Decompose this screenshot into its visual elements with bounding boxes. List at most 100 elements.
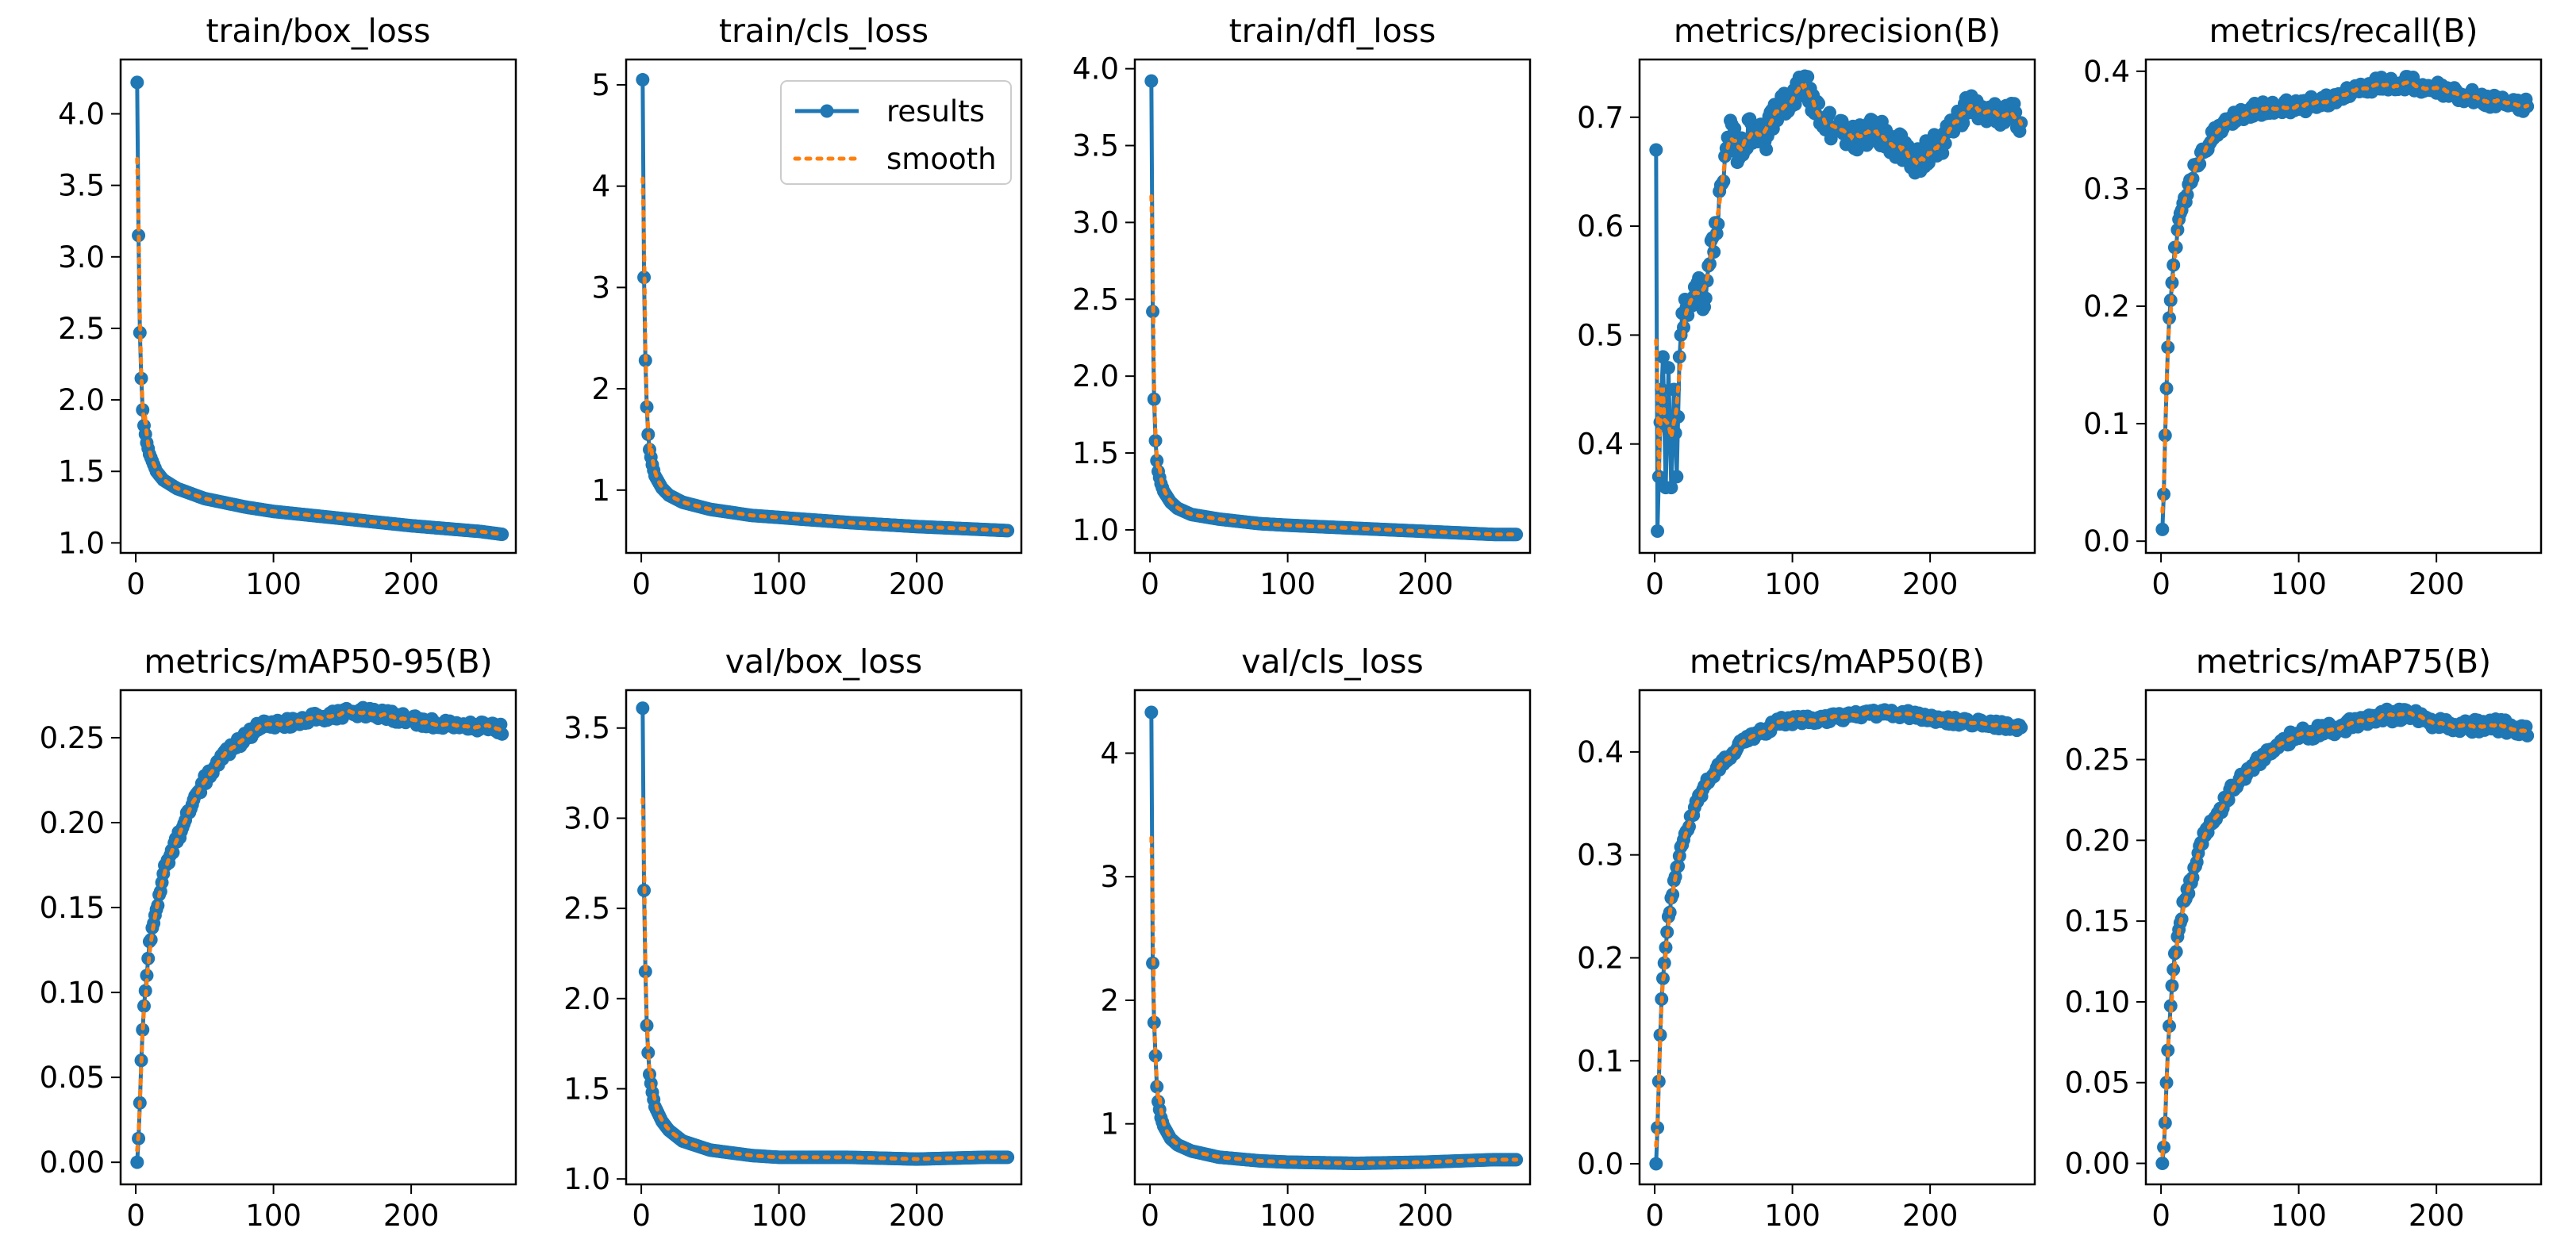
train-box-loss-xtick-label: 100 bbox=[245, 567, 302, 601]
val-box-loss-xtick-label: 0 bbox=[632, 1199, 651, 1233]
metrics-map50-b-xtick-label: 200 bbox=[1902, 1199, 1959, 1233]
val-box-loss-ytick-label: 2.0 bbox=[563, 982, 610, 1016]
metrics-recall-b-results-point bbox=[2161, 340, 2175, 355]
train-box-loss-results-point bbox=[130, 75, 144, 90]
metrics-map75-b-results-line bbox=[2160, 707, 2530, 1164]
metrics-map75-b-frame bbox=[2144, 689, 2543, 1186]
legend: results smooth bbox=[780, 80, 1012, 185]
train-box-loss-ytick-label: 4.0 bbox=[58, 98, 105, 132]
metrics-map50-95-b-xtick-label: 100 bbox=[245, 1199, 302, 1233]
metrics-recall-b-ytick-label: 0.4 bbox=[2083, 55, 2130, 89]
train-dfl-loss-subplot: train/dfl_loss 0 100 200 1.0 1.5 2.0 2.5 3.0 3.5 4… bbox=[1072, 12, 1532, 601]
metrics-precision-b-ytick-label: 0.4 bbox=[1577, 428, 1624, 462]
metrics-map50-b-ytick-label: 0.1 bbox=[1577, 1044, 1624, 1078]
train-box-loss-ytick-label: 3.5 bbox=[58, 169, 105, 203]
train-box-loss-results-line bbox=[135, 82, 503, 537]
train-dfl-loss-ytick-label: 3.0 bbox=[1072, 205, 1119, 240]
val-cls-loss-results-line bbox=[1149, 712, 1517, 1166]
train-cls-loss-xtick-label: 200 bbox=[889, 567, 945, 601]
train-dfl-loss-xtick-label: 0 bbox=[1140, 567, 1159, 601]
val-cls-loss-ytick-label: 2 bbox=[1100, 984, 1119, 1018]
metrics-map75-b-results-point bbox=[2221, 792, 2236, 807]
train-box-loss-frame bbox=[119, 58, 517, 555]
train-dfl-loss-xtick-label: 200 bbox=[1398, 567, 1454, 601]
metrics-recall-b-results-point bbox=[2165, 275, 2179, 290]
train-box-loss-ytick-label: 2.5 bbox=[58, 312, 105, 346]
val-box-loss-ytick-label: 3.5 bbox=[563, 712, 610, 746]
train-cls-loss-xtick-label: 0 bbox=[632, 567, 651, 601]
metrics-map75-b-results-point bbox=[2155, 1157, 2170, 1171]
metrics-map75-b-ytick-label: 0.10 bbox=[2065, 985, 2130, 1019]
metrics-map50-b-results-point bbox=[2014, 720, 2028, 735]
train-cls-loss-ytick-label: 3 bbox=[591, 271, 610, 305]
metrics-map50-95-b-results-point bbox=[130, 1155, 144, 1169]
train-box-loss-ytick-label: 2.0 bbox=[58, 383, 105, 417]
val-cls-loss-frame bbox=[1133, 689, 1532, 1186]
val-cls-loss-xtick-label: 100 bbox=[1259, 1199, 1316, 1233]
metrics-precision-b-results-point bbox=[1759, 142, 1774, 156]
train-cls-loss-xtick-label: 100 bbox=[751, 567, 807, 601]
train-dfl-loss-ytick-label: 2.0 bbox=[1072, 359, 1119, 393]
metrics-precision-b-results-point bbox=[1698, 291, 1713, 305]
metrics-precision-b-results-point bbox=[1728, 121, 1742, 136]
metrics-map75-b-subplot: metrics/mAP75(B) 0 100 200 0.00 0.05 0.10 0.15 0… bbox=[2065, 643, 2543, 1233]
metrics-map50-95-b-xtick-label: 200 bbox=[383, 1199, 440, 1233]
metrics-map50-95-b-subplot: metrics/mAP50-95(B) 0 100 200 0.00 0.05 0.10 0.… bbox=[40, 643, 517, 1233]
metrics-recall-b-title: metrics/recall(B) bbox=[2209, 12, 2478, 50]
metrics-precision-b-plot-area bbox=[1649, 69, 2028, 539]
metrics-precision-b-title: metrics/precision(B) bbox=[1674, 12, 2001, 50]
val-box-loss-ytick-label: 3.0 bbox=[563, 801, 610, 835]
metrics-map75-b-results-point bbox=[2157, 1140, 2171, 1154]
metrics-map50-95-b-ytick-label: 0.15 bbox=[40, 891, 105, 925]
metrics-map50-b-results-point bbox=[1649, 1157, 1663, 1171]
val-cls-loss-ytick-label: 4 bbox=[1100, 736, 1119, 770]
val-box-loss-frame bbox=[625, 689, 1023, 1186]
train-box-loss-smooth-line bbox=[135, 156, 505, 536]
train-box-loss-subplot: train/box_loss 0 100 200 1.0 1.5 2.0 2.5 3.0 3.5 4… bbox=[58, 12, 517, 601]
metrics-recall-b-ytick-label: 0.1 bbox=[2083, 407, 2130, 441]
train-box-loss-title: train/box_loss bbox=[206, 12, 430, 50]
train-dfl-loss-xtick-label: 100 bbox=[1259, 567, 1316, 601]
metrics-map50-95-b-title: metrics/mAP50-95(B) bbox=[144, 643, 492, 681]
val-box-loss-plot-area bbox=[636, 701, 1015, 1166]
metrics-map50-b-ytick-label: 0.0 bbox=[1577, 1147, 1624, 1181]
metrics-map50-95-b-results-point bbox=[140, 969, 154, 983]
legend-results-label: results bbox=[886, 94, 985, 129]
train-dfl-loss-ytick-label: 3.5 bbox=[1072, 129, 1119, 163]
metrics-precision-b-results-point bbox=[1661, 361, 1675, 375]
metrics-precision-b-results-point bbox=[1649, 143, 1663, 157]
metrics-map50-95-b-ytick-label: 0.05 bbox=[40, 1061, 105, 1095]
train-cls-loss-frame bbox=[625, 58, 1023, 555]
train-dfl-loss-results-line bbox=[1149, 81, 1517, 537]
val-cls-loss-subplot: val/cls_loss 0 100 200 1 2 3 4 bbox=[1100, 643, 1532, 1233]
metrics-precision-b-results-point bbox=[1801, 70, 1815, 84]
metrics-map75-b-results-point bbox=[2159, 1076, 2174, 1090]
train-dfl-loss-title: train/dfl_loss bbox=[1229, 12, 1436, 50]
train-dfl-loss-ytick-label: 2.5 bbox=[1072, 282, 1119, 317]
train-box-loss-results-point bbox=[134, 371, 148, 386]
metrics-map75-b-xtick-label: 0 bbox=[2151, 1199, 2170, 1233]
legend-smooth-label: smooth bbox=[886, 142, 997, 176]
val-cls-loss-results-point bbox=[1147, 1015, 1161, 1030]
metrics-precision-b-results-point bbox=[1672, 350, 1686, 364]
metrics-map50-b-results-point bbox=[1666, 888, 1680, 902]
metrics-precision-b-results-point bbox=[1670, 470, 1684, 484]
metrics-precision-b-results-point bbox=[1677, 320, 1691, 335]
metrics-map50-95-b-results-line bbox=[135, 705, 505, 1163]
train-box-loss-ytick-label: 1.0 bbox=[58, 526, 105, 560]
train-cls-loss-plot-area bbox=[636, 73, 1015, 538]
metrics-precision-b-xtick-label: 100 bbox=[1764, 567, 1821, 601]
metrics-recall-b-ytick-label: 0.3 bbox=[2083, 172, 2130, 206]
metrics-precision-b-smooth-line bbox=[1654, 80, 2024, 477]
metrics-map50-95-b-ytick-label: 0.10 bbox=[40, 976, 105, 1010]
train-dfl-loss-ytick-label: 4.0 bbox=[1072, 52, 1119, 86]
metrics-recall-b-ytick-label: 0.0 bbox=[2083, 524, 2130, 558]
legend-results-marker bbox=[820, 104, 834, 118]
train-cls-loss-results-point bbox=[636, 73, 650, 87]
metrics-map50-b-frame bbox=[1638, 689, 2036, 1186]
train-box-loss-ytick-label: 1.5 bbox=[58, 455, 105, 489]
val-box-loss-results-line bbox=[640, 708, 1009, 1161]
train-box-loss-ytick-label: 3.0 bbox=[58, 240, 105, 274]
train-dfl-loss-frame bbox=[1133, 58, 1532, 555]
metrics-map50-b-xtick-label: 0 bbox=[1645, 1199, 1664, 1233]
